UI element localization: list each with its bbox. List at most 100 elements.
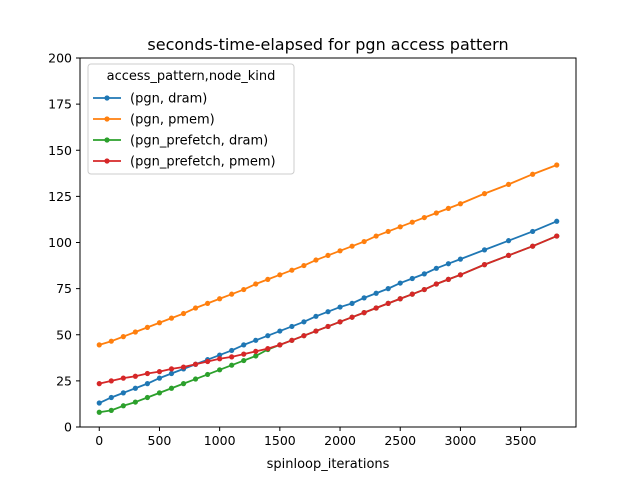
y-tick-label: 200 (48, 51, 72, 66)
data-point (421, 214, 427, 221)
chart-title: seconds-time-elapsed for pgn access patt… (147, 35, 508, 54)
data-point (289, 323, 295, 330)
legend-entry: (pgn_prefetch, pmem) (93, 155, 276, 170)
data-point (156, 320, 163, 326)
data-point (96, 409, 102, 415)
series-1 (96, 162, 560, 348)
x-tick-label: 3500 (505, 433, 537, 448)
x-tick-label: 1000 (204, 433, 236, 448)
data-point (457, 201, 464, 207)
data-point (108, 338, 114, 344)
data-point (144, 324, 151, 330)
data-point (397, 280, 403, 286)
series-layer (96, 162, 560, 415)
x-tick-label: 2500 (384, 433, 416, 448)
data-point (445, 261, 451, 267)
legend-title: access_pattern,node_kind (107, 69, 276, 84)
data-point (265, 345, 271, 352)
data-point (481, 247, 488, 253)
data-point (168, 370, 175, 377)
x-tick-label: 3000 (445, 433, 477, 448)
legend-marker (104, 158, 110, 164)
y-tick-label: 150 (48, 143, 72, 158)
data-point (505, 181, 512, 187)
data-point (217, 367, 223, 373)
legend-marker (104, 116, 110, 122)
data-point (325, 323, 331, 330)
legend: access_pattern,node_kind (pgn, dram)(pgn… (87, 63, 295, 175)
data-point (530, 228, 536, 235)
y-tick-label: 75 (56, 281, 72, 296)
data-point (385, 286, 391, 292)
data-point (132, 373, 138, 379)
data-point (241, 357, 247, 364)
legend-label: (pgn, pmem) (130, 113, 215, 128)
data-point (253, 281, 259, 287)
data-point (554, 218, 560, 224)
data-point (361, 295, 367, 301)
data-point (265, 276, 271, 282)
data-point (277, 342, 283, 348)
data-point (229, 347, 235, 354)
legend-entries: (pgn, dram) (pgn, pmem) (pgn_prefetch, dra… (93, 92, 276, 170)
data-point (168, 366, 175, 372)
data-point (96, 400, 102, 406)
data-point (325, 309, 331, 315)
data-point (421, 271, 427, 277)
data-point (192, 305, 199, 311)
data-point (241, 351, 247, 357)
data-point (313, 313, 319, 319)
x-tick-label: 0 (95, 433, 103, 448)
data-point (361, 310, 367, 316)
data-point (337, 248, 343, 254)
data-point (433, 281, 439, 287)
data-point (180, 381, 187, 387)
data-point (530, 171, 536, 177)
data-point (156, 375, 163, 381)
data-point (120, 334, 126, 340)
data-point (253, 348, 259, 354)
data-point (433, 265, 439, 271)
data-point (289, 337, 295, 343)
data-point (325, 252, 331, 259)
y-tick-label: 125 (48, 189, 72, 204)
plot-frame (79, 57, 577, 428)
x-tick-label: 500 (148, 433, 172, 448)
y-tick-label: 0 (64, 420, 72, 435)
data-point (108, 394, 114, 401)
data-point (445, 276, 451, 282)
data-point (180, 310, 187, 317)
legend-entry: (pgn_prefetch, dram) (93, 134, 268, 149)
data-point (241, 342, 247, 348)
data-point (217, 356, 223, 362)
data-point (349, 243, 355, 249)
data-point (554, 162, 560, 168)
x-axis-label: spinloop_iterations (267, 457, 390, 472)
data-point (337, 319, 343, 325)
series-3 (96, 233, 560, 387)
data-point (180, 364, 187, 370)
data-point (301, 262, 307, 269)
data-point (96, 342, 102, 348)
data-point (421, 286, 427, 293)
data-point (144, 394, 151, 401)
data-point (253, 353, 259, 359)
data-point (530, 243, 536, 249)
data-point (457, 256, 464, 262)
data-point (554, 233, 560, 239)
data-point (277, 328, 283, 334)
data-point (132, 399, 138, 405)
data-point (409, 275, 415, 282)
data-point (301, 333, 307, 339)
data-point (156, 369, 163, 375)
data-point (445, 205, 451, 211)
data-point (132, 385, 138, 391)
data-point (132, 329, 138, 335)
axis-ticks: 0 500 1000 1500 2000 2500 3000 3500 0 25 50 75 100 12… (48, 51, 536, 449)
data-point (241, 286, 247, 293)
data-point (277, 272, 283, 278)
legend-box (87, 63, 295, 175)
data-point (289, 267, 295, 273)
data-point (385, 300, 391, 306)
